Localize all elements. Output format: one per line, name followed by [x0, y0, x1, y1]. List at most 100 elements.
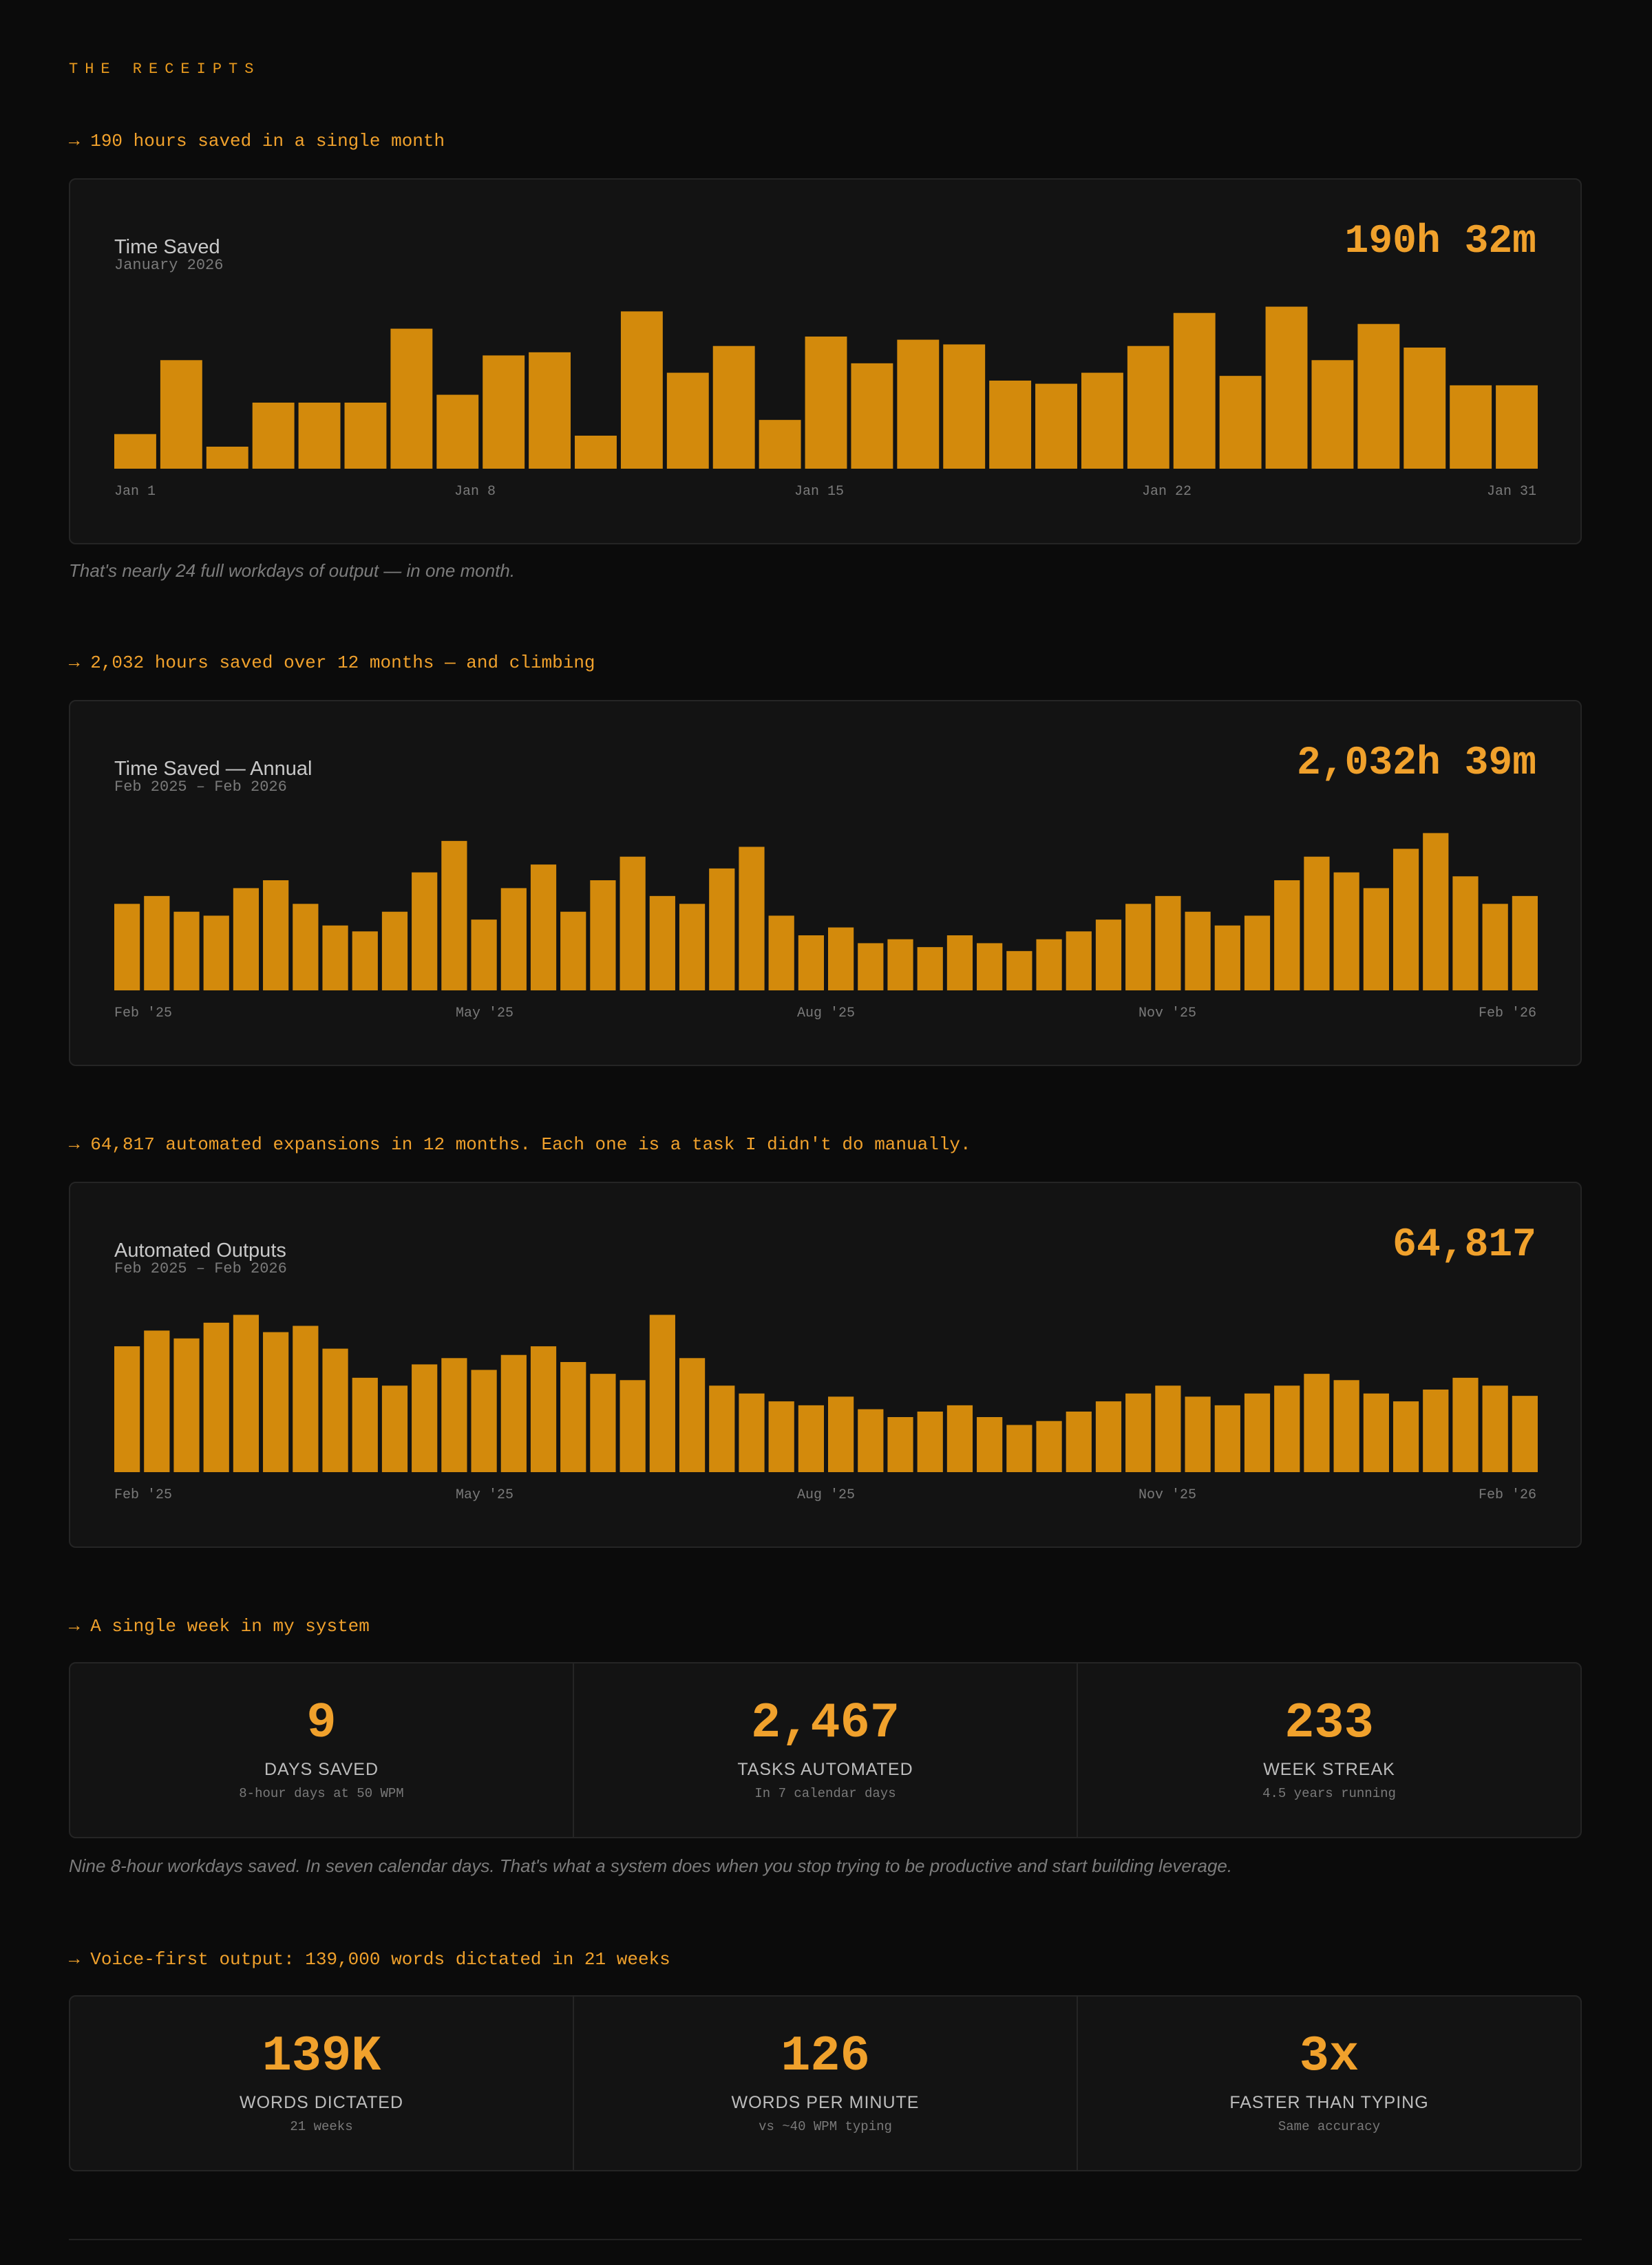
week-stats-card: 9 DAYS SAVED 8-hour days at 50 WPM 2,467…: [69, 1662, 1582, 1838]
bar: [1482, 1385, 1508, 1472]
bar: [203, 915, 229, 990]
bar: [1036, 939, 1062, 990]
bar: [1304, 856, 1330, 990]
stat-value: 139K: [262, 2028, 381, 2085]
x-tick-label: Jan 22: [1142, 484, 1192, 500]
bar: [1066, 1412, 1092, 1472]
bar: [1244, 1393, 1271, 1472]
section-heading-annual: → 2,032 hours saved over 12 months — and…: [69, 652, 595, 673]
bar: [620, 311, 663, 469]
bar: [1095, 919, 1122, 990]
bar: [917, 1412, 943, 1472]
bar: [712, 345, 755, 469]
bar: [768, 915, 794, 990]
bar: [943, 344, 986, 469]
bar: [620, 1380, 646, 1472]
bar: [1125, 1393, 1152, 1472]
section-heading-outputs: → 64,817 automated expansions in 12 mont…: [69, 1134, 971, 1155]
bar: [203, 1322, 229, 1472]
stat-faster-than-typing: 3x FASTER THAN TYPING Same accuracy: [1078, 1997, 1580, 2170]
bar: [1423, 1390, 1449, 1472]
bar-chart-svg: [114, 306, 1538, 469]
bar-chart-svg: [114, 833, 1538, 990]
stat-days-saved: 9 DAYS SAVED 8-hour days at 50 WPM: [70, 1663, 574, 1837]
section-heading-text: 2,032 hours saved over 12 months — and c…: [90, 652, 595, 673]
bar: [352, 1377, 378, 1472]
bar: [1219, 376, 1262, 469]
bar: [114, 904, 140, 990]
stat-value: 9: [306, 1695, 337, 1752]
bar: [530, 1346, 557, 1472]
bar: [1512, 1396, 1538, 1472]
bar: [851, 363, 893, 469]
section-heading-text: 190 hours saved in a single month: [90, 131, 445, 151]
stat-note: 8-hour days at 50 WPM: [239, 1786, 404, 1801]
bar: [390, 328, 433, 469]
bar: [709, 868, 735, 990]
chart-total: 190h 32m: [1344, 220, 1536, 264]
stat-label: WEEK STREAK: [1263, 1760, 1395, 1779]
x-tick-label: May '25: [456, 1006, 514, 1021]
bar: [1452, 1377, 1479, 1472]
bar: [114, 1346, 140, 1472]
bar: [828, 1396, 854, 1472]
chart-title: Time Saved — Annual: [114, 758, 313, 780]
bar: [1392, 1401, 1419, 1472]
bar: [759, 420, 801, 469]
bar: [1452, 876, 1479, 990]
caption-monthly: That's nearly 24 full workdays of output…: [69, 560, 516, 581]
bar: [1482, 904, 1508, 990]
bar: [666, 372, 709, 469]
bar-chart-svg: [114, 1315, 1538, 1472]
stat-tasks-automated: 2,467 TASKS AUTOMATED In 7 calendar days: [574, 1663, 1078, 1837]
bar: [1392, 849, 1419, 990]
x-tick-label: Jan 15: [794, 484, 845, 500]
bar: [1333, 1380, 1359, 1472]
bar: [1404, 348, 1446, 469]
x-tick-label: Nov '25: [1139, 1487, 1197, 1503]
bar: [709, 1385, 735, 1472]
bar: [1357, 323, 1400, 469]
bar: [1304, 1374, 1330, 1472]
bar: [1214, 1405, 1240, 1472]
bar: [1244, 915, 1271, 990]
bar: [1006, 950, 1032, 990]
arrow-icon: →: [69, 1949, 80, 1970]
bar: [1173, 312, 1216, 469]
bar: [1127, 345, 1169, 469]
bar: [1423, 833, 1449, 990]
bar: [977, 943, 1003, 990]
bar: [530, 864, 557, 990]
chart-subtitle: Feb 2025 – Feb 2026: [114, 1260, 287, 1277]
footer-divider: [69, 2239, 1582, 2240]
bar: [412, 1364, 438, 1472]
bar: [263, 1332, 289, 1472]
chart-total: 2,032h 39m: [1296, 741, 1536, 786]
bar: [1006, 1425, 1032, 1472]
bar: [252, 403, 295, 469]
voice-stats-card: 139K WORDS DICTATED 21 weeks 126 WORDS P…: [69, 1995, 1582, 2171]
bar: [352, 931, 378, 990]
bar: [887, 939, 913, 990]
bar: [828, 927, 854, 990]
chart-card-monthly: Time Saved January 2026 190h 32m Jan 1 J…: [69, 178, 1582, 544]
bar: [798, 1405, 824, 1472]
x-tick-label: Feb '25: [114, 1487, 173, 1503]
stat-note: In 7 calendar days: [754, 1786, 896, 1801]
bar: [500, 888, 527, 990]
bar: [1363, 1393, 1389, 1472]
bar: [114, 434, 156, 469]
bar: [858, 1409, 884, 1472]
x-tick-label: Nov '25: [1139, 1006, 1197, 1021]
bar: [679, 904, 706, 990]
bar: [471, 1370, 497, 1472]
bar: [1125, 904, 1152, 990]
bar: [649, 895, 675, 990]
bar: [858, 943, 884, 990]
bar: [805, 337, 847, 469]
bar: [798, 935, 824, 990]
chart-total: 64,817: [1392, 1223, 1536, 1268]
bar: [1274, 880, 1300, 990]
bar: [620, 856, 646, 990]
chart-card-outputs: Automated Outputs Feb 2025 – Feb 2026 64…: [69, 1182, 1582, 1548]
